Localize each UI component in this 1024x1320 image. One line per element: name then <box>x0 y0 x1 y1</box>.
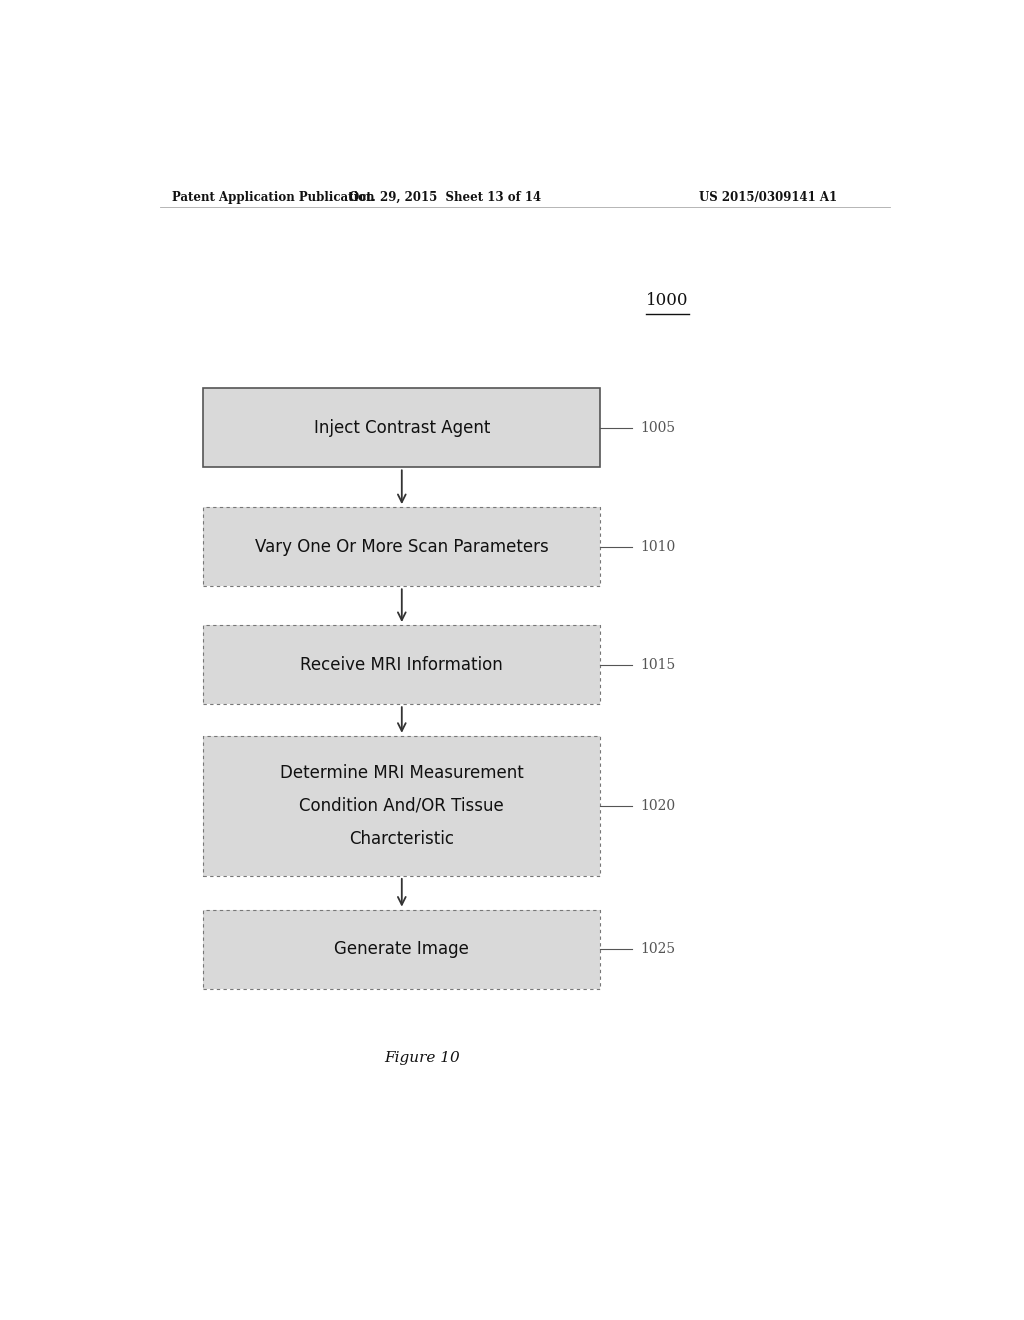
Bar <box>204 507 600 586</box>
Text: Generate Image: Generate Image <box>335 940 469 958</box>
Text: Patent Application Publication: Patent Application Publication <box>172 190 374 203</box>
Bar <box>204 735 600 876</box>
Text: Oct. 29, 2015  Sheet 13 of 14: Oct. 29, 2015 Sheet 13 of 14 <box>349 190 542 203</box>
Text: 1005: 1005 <box>640 421 675 434</box>
Text: Charcteristic: Charcteristic <box>349 830 455 847</box>
Bar <box>204 388 600 467</box>
Text: 1025: 1025 <box>640 942 675 956</box>
Text: 1000: 1000 <box>646 292 689 309</box>
Bar <box>204 909 600 989</box>
Text: US 2015/0309141 A1: US 2015/0309141 A1 <box>699 190 838 203</box>
Text: Condition And/OR Tissue: Condition And/OR Tissue <box>299 797 504 814</box>
Text: Inject Contrast Agent: Inject Contrast Agent <box>313 418 489 437</box>
Text: 1020: 1020 <box>640 799 675 813</box>
Text: 1015: 1015 <box>640 657 675 672</box>
Text: Determine MRI Measurement: Determine MRI Measurement <box>280 764 523 781</box>
Text: 1010: 1010 <box>640 540 675 553</box>
Text: Vary One Or More Scan Parameters: Vary One Or More Scan Parameters <box>255 537 549 556</box>
Bar <box>204 624 600 704</box>
Text: Receive MRI Information: Receive MRI Information <box>300 656 503 673</box>
Text: Figure 10: Figure 10 <box>384 1051 460 1065</box>
